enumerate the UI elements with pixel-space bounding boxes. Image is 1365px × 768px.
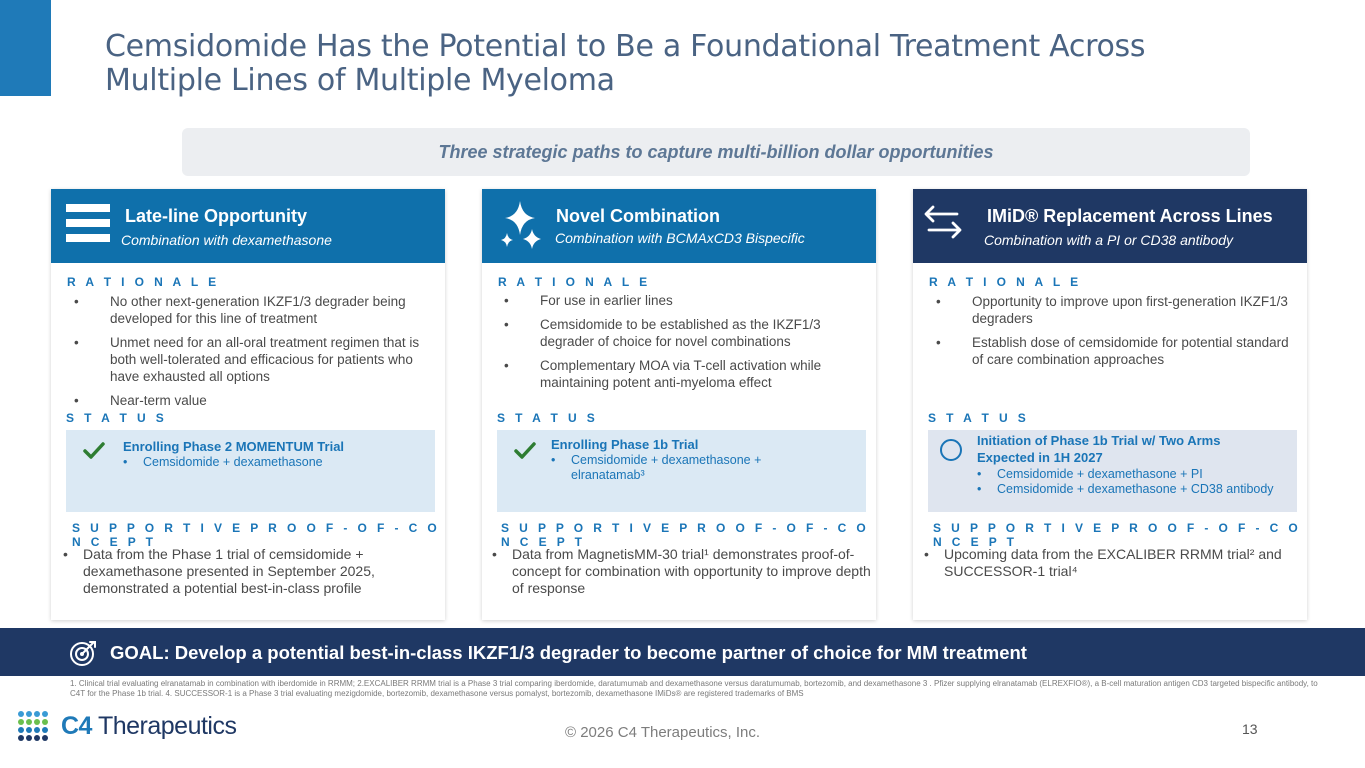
logo-dots-icon — [18, 711, 48, 741]
target-icon — [70, 641, 96, 666]
column-title: Novel Combination — [556, 206, 721, 226]
poc-list: Data from MagnetisMM-30 trial¹ demonstra… — [490, 546, 875, 597]
swap-arrows-icon — [924, 205, 962, 239]
logo-name: Therapeutics — [97, 712, 237, 740]
poc-label: S U P P O R T I V E P R O O F - O F - C … — [933, 521, 1302, 549]
column-subtitle: Combination with BCMAxCD3 Bispecific — [555, 230, 805, 246]
page-number: 13 — [1242, 721, 1258, 737]
status-box: Initiation of Phase 1b Trial w/ Two Arms… — [928, 430, 1297, 512]
status-items: Cemsidomide + dexamethasone — [123, 455, 423, 470]
status-label: S T A T U S — [928, 411, 1030, 425]
copyright: © 2026 C4 Therapeutics, Inc. — [565, 724, 761, 741]
page-title: Cemsidomide Has the Potential to Be a Fo… — [105, 30, 1285, 98]
list-item: Unmet need for an all-oral treatment reg… — [66, 334, 426, 385]
empty-circle-icon — [940, 439, 962, 461]
logo-c4: C4 — [61, 712, 92, 740]
poc-label: S U P P O R T I V E P R O O F - O F - C … — [72, 521, 441, 549]
list-icon — [66, 204, 110, 242]
checkmark-icon — [514, 442, 536, 459]
rationale-label: R A T I O N A L E — [498, 275, 651, 289]
checkmark-icon — [83, 442, 105, 459]
column-title: IMiD® Replacement Across Lines — [987, 206, 1273, 226]
column-header: IMiD® Replacement Across Lines Combinati… — [913, 189, 1307, 263]
list-item: Establish dose of cemsidomide for potent… — [928, 334, 1298, 368]
status-box: Enrolling Phase 2 MOMENTUM Trial Cemsido… — [66, 430, 435, 512]
goal-statement: GOAL: Develop a potential best-in-class … — [110, 642, 1027, 663]
logo-wordmark: C4 Therapeutics — [61, 712, 237, 741]
status-items: Cemsidomide + dexamethasone + elranatama… — [551, 453, 811, 483]
page-title-line2: Multiple Lines of Multiple Myeloma — [105, 63, 615, 98]
rationale-label: R A T I O N A L E — [67, 275, 220, 289]
column-late-line: Late-line Opportunity Combination with d… — [51, 189, 445, 620]
list-item: Cemsidomide + dexamethasone — [123, 455, 423, 470]
status-title: Initiation of Phase 1b Trial w/ Two Arms… — [977, 433, 1221, 465]
rationale-list: Opportunity to improve upon first-genera… — [928, 293, 1298, 375]
column-subtitle: Combination with a PI or CD38 antibody — [984, 232, 1234, 248]
strategy-banner: Three strategic paths to capture multi-b… — [182, 128, 1250, 176]
column-header: Novel Combination Combination with BCMAx… — [482, 189, 876, 263]
column-subtitle: Combination with dexamethasone — [121, 232, 332, 248]
list-item: Cemsidomide + dexamethasone + elranatama… — [551, 453, 811, 483]
list-item: Cemsidomide + dexamethasone + CD38 antib… — [977, 482, 1277, 497]
title-accent-bar — [0, 0, 51, 96]
list-item: Cemsidomide + dexamethasone + PI — [977, 467, 1277, 482]
poc-label: S U P P O R T I V E P R O O F - O F - C … — [501, 521, 870, 549]
status-title: Enrolling Phase 1b Trial — [551, 437, 699, 452]
list-item: No other next-generation IKZF1/3 degrade… — [66, 293, 426, 327]
column-title: Late-line Opportunity — [125, 206, 307, 226]
list-item: Opportunity to improve upon first-genera… — [928, 293, 1298, 327]
rationale-list: No other next-generation IKZF1/3 degrade… — [66, 293, 426, 416]
rationale-label: R A T I O N A L E — [929, 275, 1082, 289]
poc-list: Upcoming data from the EXCALIBER RRMM tr… — [922, 546, 1292, 580]
status-label: S T A T U S — [66, 411, 168, 425]
column-imid-replacement: IMiD® Replacement Across Lines Combinati… — [913, 189, 1307, 620]
list-item: Cemsidomide to be established as the IKZ… — [496, 316, 866, 350]
poc-list: Data from the Phase 1 trial of cemsidomi… — [61, 546, 406, 597]
list-item: Data from the Phase 1 trial of cemsidomi… — [61, 546, 406, 597]
list-item: For use in earlier lines — [496, 292, 866, 309]
status-title: Enrolling Phase 2 MOMENTUM Trial — [123, 439, 345, 454]
footnotes: 1. Clinical trial evaluating elranatamab… — [70, 679, 1318, 698]
c4-therapeutics-logo: C4 Therapeutics — [17, 708, 257, 750]
status-label: S T A T U S — [497, 411, 599, 425]
rationale-list: For use in earlier lines Cemsidomide to … — [496, 292, 866, 398]
list-item: Near-term value — [66, 392, 426, 409]
status-box: Enrolling Phase 1b Trial Cemsidomide + d… — [497, 430, 866, 512]
sparkle-icon — [501, 201, 541, 249]
list-item: Complementary MOA via T-cell activation … — [496, 357, 866, 391]
column-novel-combination: Novel Combination Combination with BCMAx… — [482, 189, 876, 620]
list-item: Upcoming data from the EXCALIBER RRMM tr… — [922, 546, 1292, 580]
status-items: Cemsidomide + dexamethasone + PI Cemsido… — [977, 467, 1277, 497]
column-header: Late-line Opportunity Combination with d… — [51, 189, 445, 263]
goal-bar: GOAL: Develop a potential best-in-class … — [0, 628, 1365, 676]
page-title-line1: Cemsidomide Has the Potential to Be a Fo… — [105, 29, 1146, 64]
list-item: Data from MagnetisMM-30 trial¹ demonstra… — [490, 546, 875, 597]
